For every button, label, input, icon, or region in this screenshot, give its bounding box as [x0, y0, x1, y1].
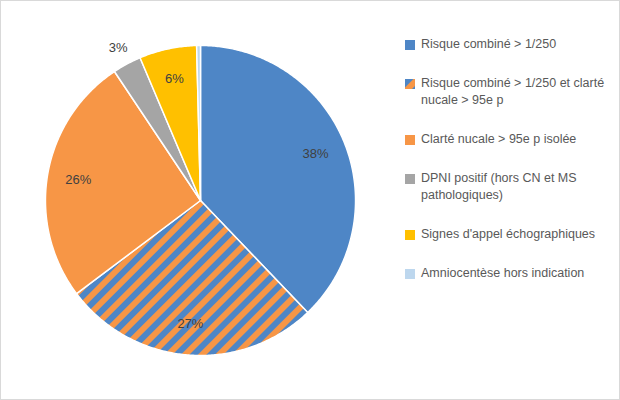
html-text:Risque combiné > 1/250: Risque combiné > 1/250 — [421, 37, 557, 51]
svg-text:6%: 6% — [165, 71, 184, 86]
svg-text:27%: 27% — [177, 316, 203, 331]
svg-text:38%: 38% — [303, 146, 329, 161]
html-text:Signes d'appel échographiques: Signes d'appel échographiques — [421, 227, 596, 241]
html-text:Clarté nucale > 95e p isolée: Clarté nucale > 95e p isolée — [421, 132, 577, 146]
html-text:DPNI positif (hors CN et MS pa: DPNI positif (hors CN et MS pathologique… — [421, 171, 577, 202]
svg-text:26%: 26% — [65, 172, 91, 187]
svg-text:3%: 3% — [109, 40, 128, 55]
html-text:Amniocentèse hors indication: Amniocentèse hors indication — [421, 266, 585, 280]
html-text:Risque combiné > 1/250 et clar: Risque combiné > 1/250 et clarté nucale … — [421, 76, 605, 107]
